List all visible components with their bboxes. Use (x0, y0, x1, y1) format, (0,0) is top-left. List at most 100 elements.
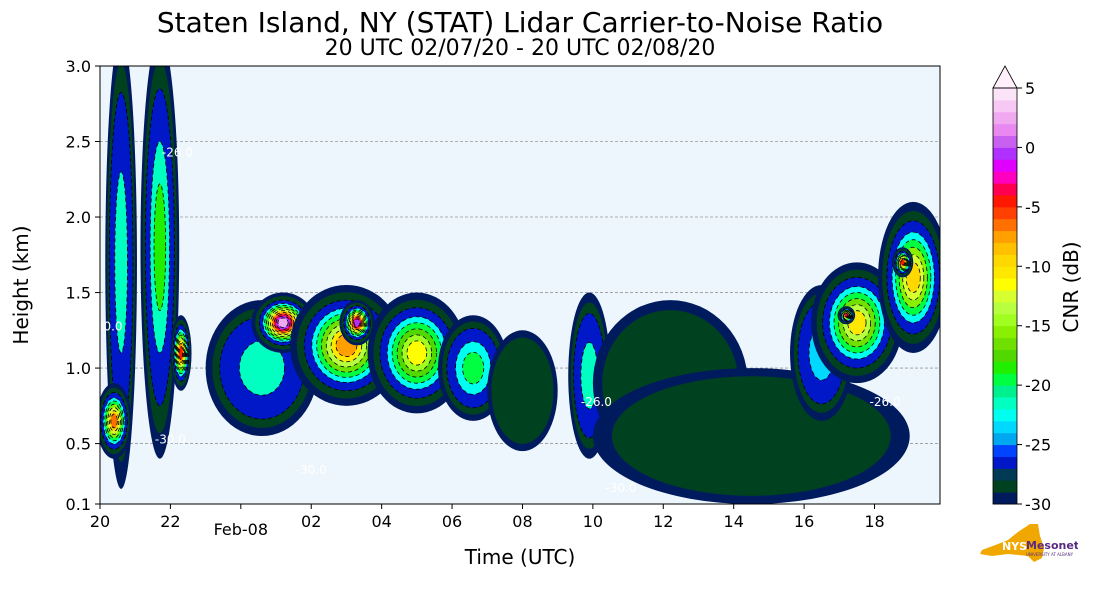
cnr-contour (153, 183, 167, 312)
contour-label: -30.0 (606, 481, 637, 495)
colorbar-segment (993, 88, 1017, 101)
cnr-contour (114, 171, 128, 354)
colorbar-frame (992, 87, 1018, 505)
colorbar-segment (993, 492, 1017, 505)
cnr-region (592, 368, 910, 504)
svg-text:Mesonet: Mesonet (1026, 539, 1078, 552)
colorbar-tick-label: 5 (1025, 79, 1035, 98)
x-tick-label: 10 (583, 512, 603, 531)
colorbar-segment (993, 194, 1017, 208)
cnr-region (878, 201, 940, 353)
colorbar-segment (993, 206, 1017, 220)
date-tick-label: Feb-08 (214, 520, 268, 539)
x-tick-label: 04 (371, 512, 391, 531)
x-tick-label: 06 (442, 512, 462, 531)
nys-mesonet-logo: NYS Mesonet UNIVERSITY AT ALBANY (978, 518, 1079, 568)
colorbar-segment (993, 254, 1017, 267)
colorbar-segment (993, 373, 1017, 386)
colorbar-segment (993, 432, 1017, 446)
colorbar-segment (993, 444, 1017, 457)
chart-subtitle: 20 UTC 02/07/20 - 20 UTC 02/08/20 (324, 36, 716, 61)
colorbar-segment (993, 171, 1017, 184)
y-tick-label: 0.1 (66, 495, 91, 514)
colorbar: 5 0 -5 -10 -15 -20 -25 -30 (992, 65, 1051, 514)
cnr-contour (844, 313, 849, 318)
y-tick-label: 2.0 (66, 208, 91, 227)
colorbar-segment (993, 480, 1017, 493)
colorbar-segment (993, 385, 1017, 398)
cnr-contour (178, 345, 184, 360)
colorbar-segment (993, 408, 1017, 422)
colorbar-tick-label: -5 (1025, 198, 1041, 217)
cnr-contour (406, 340, 428, 366)
cnr-contour (611, 376, 891, 496)
colorbar-segment (993, 313, 1017, 327)
colorbar-segment (993, 242, 1017, 255)
colorbar-segment (993, 266, 1017, 279)
colorbar-segment (993, 468, 1017, 481)
contour-label: -26.0 (581, 395, 612, 409)
colorbar-tick-label: -30 (1025, 495, 1051, 514)
contour-label: -30.0 (296, 463, 327, 477)
colorbar-segment (993, 337, 1017, 350)
cnr-contour (491, 337, 554, 444)
cnr-contour (900, 259, 905, 266)
colorbar-segment (993, 123, 1017, 137)
colorbar-tick-label: -15 (1025, 317, 1051, 336)
colorbar-segment (993, 420, 1017, 434)
x-tick-label: 14 (724, 512, 744, 531)
y-tick-label: 1.0 (66, 359, 91, 378)
x-tick-label: 08 (512, 512, 532, 531)
y-tick-label: 1.5 (66, 284, 91, 303)
cnr-region (170, 315, 192, 391)
colorbar-tick-label: -20 (1025, 376, 1051, 395)
y-axis-label: Height (km) (9, 225, 33, 344)
colorbar-segment (993, 218, 1017, 232)
cnr-region (892, 247, 914, 278)
chart-title: Staten Island, NY (STAT) Lidar Carrier-t… (156, 6, 884, 39)
y-tick-label: 3.0 (66, 57, 91, 76)
contour-label: -30.0 (92, 319, 123, 333)
cnr-region (140, 66, 180, 459)
colorbar-segment (993, 278, 1017, 291)
colorbar-tick-label: 0 (1025, 138, 1035, 157)
colorbar-tick-label: -10 (1025, 257, 1051, 276)
svg-text:UNIVERSITY AT ALBANY: UNIVERSITY AT ALBANY (1026, 552, 1074, 557)
plot-frame (99, 65, 941, 505)
colorbar-segment (993, 325, 1017, 339)
x-tick-label: 18 (864, 512, 884, 531)
cnr-region (339, 300, 375, 346)
x-tick-label: 16 (794, 512, 814, 531)
y-tick-label: 0.5 (66, 435, 91, 454)
colorbar-segment (993, 361, 1017, 374)
colorbar-segment (993, 135, 1017, 148)
cnr-contour (277, 317, 289, 328)
x-tick-label: 22 (160, 512, 180, 531)
colorbar-segment (993, 230, 1017, 244)
cnr-contour (239, 340, 285, 396)
cnr-region (487, 330, 558, 452)
colorbar-label: CNR (dB) (1059, 241, 1083, 332)
y-tick-label: 2.5 (66, 133, 91, 152)
colorbar-extend-arrow (992, 65, 1018, 89)
cnr-contour (353, 318, 361, 327)
colorbar-segment (993, 349, 1017, 362)
colorbar-segment (993, 290, 1017, 303)
x-tick-label: 20 (90, 512, 110, 531)
cnr-contour (462, 351, 485, 385)
contour-label: -26.0 (162, 146, 193, 160)
colorbar-segment (993, 301, 1017, 315)
colorbar-tick-label: -25 (1025, 436, 1051, 455)
contour-label: -26.0 (870, 395, 901, 409)
cnr-contour (110, 413, 118, 429)
colorbar-segment (993, 183, 1017, 196)
contour-label: -30.0 (155, 433, 186, 447)
colorbar-segment (993, 456, 1017, 469)
cnr-region (837, 306, 856, 325)
x-axis-label: Time (UTC) (464, 545, 576, 569)
cnr-region (100, 383, 132, 459)
svg-text:NYS: NYS (1002, 540, 1027, 553)
x-tick-label: 12 (653, 512, 673, 531)
